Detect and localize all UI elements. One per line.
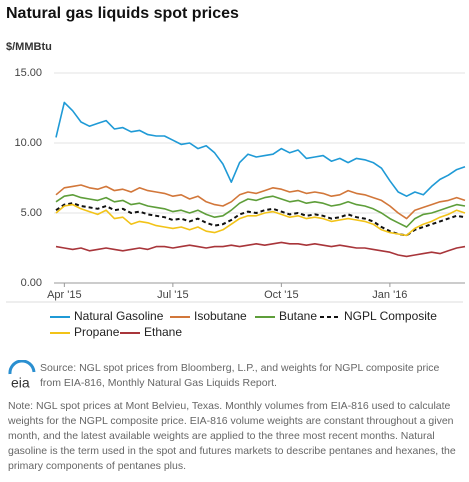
legend-label: Natural Gasoline: [74, 309, 164, 323]
legend-label: Butane: [279, 309, 317, 323]
note: Note: NGL spot prices at Mont Belvieu, T…: [8, 400, 456, 472]
series-line: [55, 194, 466, 228]
legend-label: Isobutane: [194, 309, 247, 323]
series-line: [55, 184, 466, 220]
source: Source: NGL spot prices from Bloomberg, …: [40, 362, 440, 389]
series-line: [55, 202, 466, 237]
x-tick-label: Jul '15: [157, 289, 188, 301]
logo: eia: [8, 360, 36, 391]
legend-label: Propane: [74, 325, 120, 339]
y-axis-label: $/MMBtu: [6, 41, 52, 53]
x-tick-label: Oct '15: [264, 289, 299, 301]
chart-title: Natural gas liquids spot prices: [6, 5, 239, 22]
y-tick-label: 5.00: [21, 207, 42, 219]
y-tick-label: 10.00: [14, 137, 42, 149]
series-line: [55, 203, 466, 237]
x-tick-label: Apr '15: [47, 289, 82, 301]
legend-label: Ethane: [144, 325, 182, 339]
logo-arc: [8, 360, 36, 375]
logo-text: eia: [11, 375, 30, 391]
legend-label: NGPL Composite: [344, 309, 437, 323]
series-line: [55, 241, 466, 258]
x-tick-label: Jan '16: [372, 289, 407, 301]
y-tick-label: 15.00: [14, 67, 42, 79]
y-tick-label: 0.00: [21, 277, 42, 289]
series-line: [55, 101, 466, 197]
chart: Natural gas liquids spot prices $/MMBtu …: [6, 5, 466, 339]
